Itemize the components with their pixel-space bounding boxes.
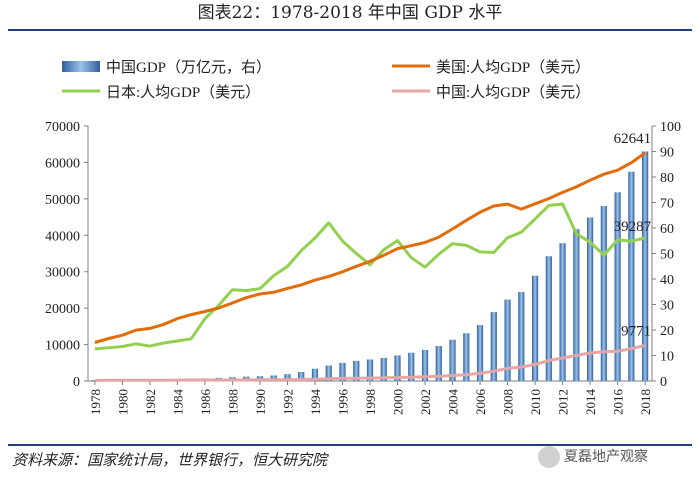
gdp-bar (435, 345, 442, 381)
right-tick-label: 20 (660, 324, 674, 339)
right-tick-label: 50 (660, 248, 674, 263)
watermark: 夏磊地产观察 (538, 446, 648, 468)
gdp-bar (298, 371, 305, 381)
right-tick-label: 10 (660, 350, 674, 365)
left-tick-label: 10000 (45, 339, 80, 354)
gdp-bar (628, 171, 635, 381)
left-tick-label: 50000 (45, 193, 80, 208)
series-line (94, 202, 646, 351)
gdp-bar (284, 374, 291, 381)
x-tick-label: 2012 (556, 389, 571, 415)
gdp-bar (504, 299, 511, 381)
source-note: 资料来源：国家统计局，世界银行，恒大研究院 (12, 451, 328, 469)
gdp-bar (353, 360, 360, 381)
watermark-text: 夏磊地产观察 (564, 449, 648, 465)
gdp-bar (463, 333, 470, 381)
gdp-bar (325, 365, 332, 381)
gdp-bar (91, 380, 98, 381)
annotation-china-2018: 9771 (621, 323, 651, 339)
legend-label: 中国GDP（万亿元，右） (106, 59, 271, 76)
left-tick-label: 60000 (45, 156, 80, 171)
x-tick-label: 2004 (446, 389, 461, 416)
x-tick-label: 1986 (198, 389, 213, 416)
gdp-bar (394, 355, 401, 381)
legend-label: 美国:人均GDP（美元） (436, 59, 590, 76)
right-tick-label: 40 (660, 273, 674, 288)
right-tick-label: 90 (660, 146, 674, 161)
x-tick-label: 1994 (308, 389, 323, 416)
gdp-bar (587, 217, 594, 381)
right-tick-label: 60 (660, 222, 674, 237)
x-tick-label: 1980 (115, 389, 130, 415)
gdp-bar (339, 362, 346, 381)
gdp-bar (642, 151, 649, 381)
right-tick-label: 30 (660, 299, 674, 314)
gdp-bar (573, 229, 580, 381)
x-tick-label: 2018 (638, 389, 653, 415)
x-tick-label: 1990 (253, 389, 268, 415)
annotation-us-2018: 62641 (614, 131, 652, 147)
gdp-bar (490, 312, 497, 381)
gdp-bar (421, 349, 429, 381)
left-tick-label: 0 (73, 375, 80, 390)
gdp-chart: 0 10000 20000 30000 40000 50000 60000 70000 0 10 2… (45, 59, 681, 416)
x-tick-label: 2014 (583, 389, 598, 416)
gdp-bar (270, 375, 277, 381)
gdp-bar (476, 325, 484, 381)
left-tick-label: 40000 (45, 229, 80, 244)
gdp-bar (600, 206, 607, 381)
gdp-bar (380, 357, 387, 381)
gdp-bar (559, 243, 566, 381)
x-tick-label: 2002 (418, 389, 433, 415)
x-tick-label: 1988 (225, 389, 240, 415)
right-tick-label: 100 (660, 120, 681, 135)
series-line (94, 343, 646, 382)
gdp-bar (408, 352, 415, 381)
x-tick-label: 1998 (363, 389, 378, 415)
gdp-bar (449, 339, 456, 381)
legend-label: 日本:人均GDP（美元） (106, 84, 260, 101)
footer-rule (8, 444, 692, 446)
gdp-bar (518, 291, 525, 381)
x-tick-label: 1984 (170, 389, 185, 416)
left-tick-label: 30000 (45, 266, 80, 281)
right-tick-label: 70 (660, 197, 674, 212)
left-tick-label: 20000 (45, 302, 80, 317)
legend-label: 中国:人均GDP（美元） (436, 84, 590, 101)
x-tick-label: 2000 (391, 389, 406, 415)
x-tick-label: 1992 (280, 389, 295, 415)
x-tick-label: 1996 (335, 389, 350, 416)
gdp-bar (366, 359, 374, 381)
gdp-bar (531, 275, 539, 381)
legend-swatch (62, 61, 100, 72)
x-tick-label: 1982 (143, 389, 158, 415)
left-tick-label: 70000 (45, 120, 80, 135)
right-tick-label: 0 (660, 375, 667, 390)
title-rule (8, 29, 692, 31)
right-tick-label: 80 (660, 171, 674, 186)
annotation-japan-2018: 39287 (614, 219, 652, 235)
gdp-bar (545, 256, 552, 381)
x-tick-label: 2008 (501, 389, 516, 415)
x-tick-label: 2016 (611, 389, 626, 416)
x-tick-label: 1978 (88, 389, 103, 415)
x-tick-label: 2006 (473, 389, 488, 416)
x-tick-label: 2010 (528, 389, 543, 415)
gdp-bar (614, 192, 621, 381)
wechat-icon (538, 446, 560, 468)
series-line (94, 151, 646, 344)
gdp-bar (311, 368, 319, 381)
page-title: 图表22：1978-2018 年中国 GDP 水平 (197, 3, 503, 23)
